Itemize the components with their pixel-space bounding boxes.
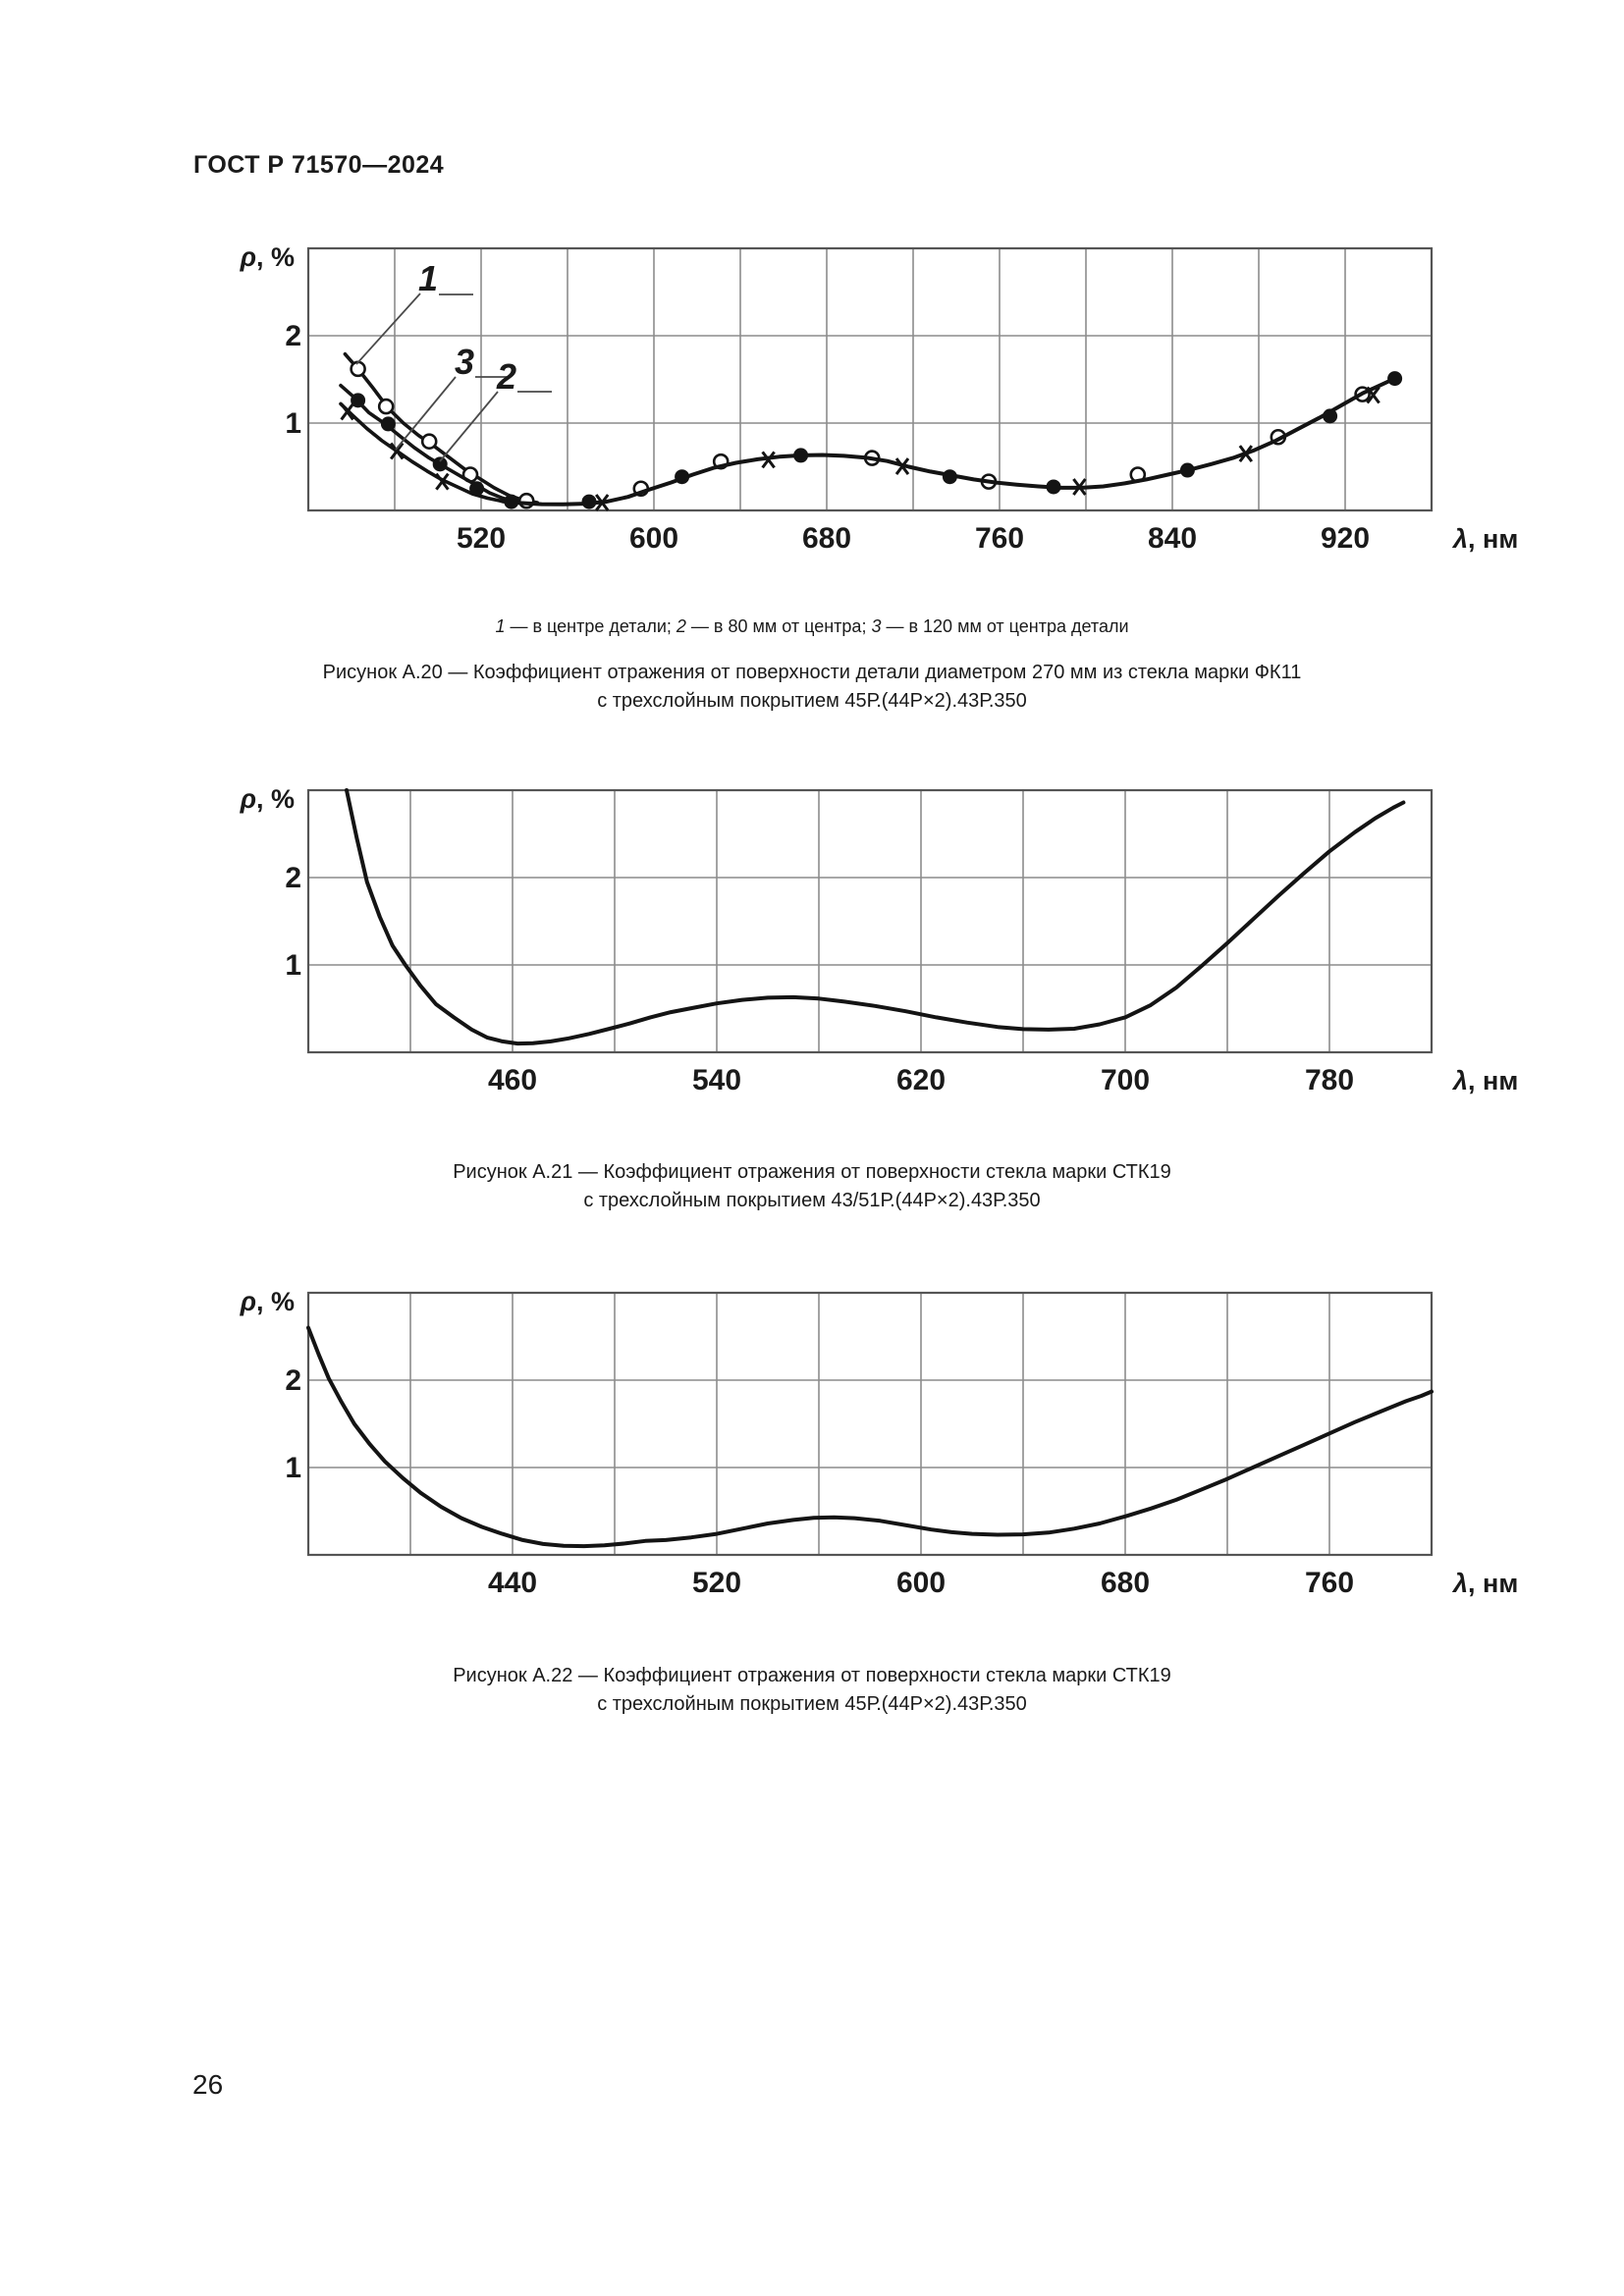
- curve-4: [501, 376, 1397, 507]
- curve-1: [345, 788, 1406, 1046]
- x-tick-label: 760: [975, 522, 1024, 555]
- rho-symbol: ρ: [240, 784, 256, 814]
- x-axis-unit-label: λ, нм: [1451, 524, 1518, 554]
- figure-a20-legend: 1 — в центре детали; 2 — в 80 мм от цент…: [0, 616, 1624, 637]
- x-tick-label: 920: [1321, 522, 1370, 555]
- y-tick-label: 2: [285, 862, 301, 894]
- marker-filled-circle: [380, 416, 396, 432]
- marker-filled-circle: [351, 393, 366, 408]
- curve-number-label: 3: [455, 342, 474, 382]
- x-tick-label: 540: [692, 1064, 741, 1096]
- x-tick-label: 680: [1101, 1567, 1150, 1599]
- x-unit-text: , нм: [1468, 524, 1518, 554]
- x-tick-label: 680: [802, 522, 851, 555]
- figure-a21-chart: 1 2 ρ, % 460 540 620 700 780 λ, нм: [0, 751, 1624, 1126]
- figure-a20-caption-line1: Рисунок А.20 — Коэффициент отражения от …: [322, 662, 1302, 683]
- annotation-leader-line: [439, 391, 499, 462]
- curve-1: [343, 351, 539, 505]
- figure-a21-caption-line2: с трехслойным покрытием 43/51Р.(44Р×2).4…: [583, 1190, 1041, 1211]
- legend-text: — в 80 мм от центра;: [685, 616, 872, 636]
- document-header: ГОСТ Р 71570—2024: [193, 151, 445, 179]
- marker-open-circle: [420, 433, 438, 450]
- x-tick-label: 600: [629, 522, 678, 555]
- x-tick-label: 780: [1305, 1064, 1354, 1096]
- x-tick-label: 620: [896, 1064, 946, 1096]
- curve-number-label: 1: [418, 258, 438, 298]
- marker-open-circle: [377, 398, 395, 415]
- figure-a20-caption-line2: с трехслойным покрытием 45Р.(44Р×2).43Р.…: [597, 690, 1027, 712]
- marker-filled-circle: [432, 456, 448, 472]
- x-tick-label: 600: [896, 1567, 946, 1599]
- lambda-symbol: λ: [1451, 1569, 1468, 1598]
- figure-a22-chart: 1 2 ρ, % 440 520 600 680 760 λ, нм: [0, 1254, 1624, 1629]
- curve-3: [339, 401, 505, 504]
- x-axis-unit-label: λ, нм: [1451, 1066, 1518, 1095]
- rho-symbol: ρ: [240, 242, 256, 272]
- legend-text: — в 120 мм от центра детали: [881, 616, 1129, 636]
- x-tick-label: 760: [1305, 1567, 1354, 1599]
- marker-cross: [435, 472, 450, 491]
- plot-border: [306, 246, 1434, 512]
- x-unit-text: , нм: [1468, 1066, 1518, 1095]
- x-tick-label: 520: [457, 522, 506, 555]
- plot-svg: 1 2 ρ, % 440 520 600 680 760 λ, нм: [240, 1287, 1519, 1599]
- curve-2: [339, 383, 517, 504]
- figure-a22-caption-line2: с трехслойным покрытием 45Р.(44Р×2).43Р.…: [597, 1693, 1027, 1715]
- marker-open-circle: [517, 492, 535, 509]
- y-axis-unit-label: ρ, %: [240, 1287, 295, 1316]
- y-axis-unit-label: ρ, %: [240, 242, 295, 272]
- x-tick-label: 840: [1148, 522, 1197, 555]
- marker-cross: [390, 442, 405, 460]
- y-tick-label: 1: [285, 407, 301, 440]
- y-axis-unit-label: ρ, %: [240, 784, 295, 814]
- figure-a20-chart: 1 2 ρ, % 520 600 680 760 840 920 λ, нм 1 3 2: [0, 209, 1624, 584]
- y-unit-text: , %: [256, 242, 295, 272]
- legend-text: — в центре детали;: [505, 616, 677, 636]
- figure-a21-caption: Рисунок А.21 — Коэффициент отражения от …: [0, 1158, 1624, 1215]
- figure-a20-caption: Рисунок А.20 — Коэффициент отражения от …: [0, 659, 1624, 716]
- figure-a22-caption-line1: Рисунок А.22 — Коэффициент отражения от …: [453, 1665, 1171, 1686]
- legend-curve-number: 2: [676, 616, 686, 636]
- x-axis-unit-label: λ, нм: [1451, 1569, 1518, 1598]
- plot-border: [306, 788, 1434, 1054]
- y-tick-label: 2: [285, 320, 301, 352]
- page-number: 26: [192, 2069, 224, 2100]
- y-tick-label: 1: [285, 1452, 301, 1484]
- rho-symbol: ρ: [240, 1287, 256, 1316]
- y-unit-text: , %: [256, 1287, 295, 1316]
- x-tick-label: 520: [692, 1567, 741, 1599]
- x-tick-label: 700: [1101, 1064, 1150, 1096]
- figure-a21-caption-line1: Рисунок А.21 — Коэффициент отражения от …: [453, 1161, 1171, 1183]
- lambda-symbol: λ: [1451, 524, 1468, 554]
- marker-cross: [1366, 386, 1380, 404]
- x-tick-label: 440: [488, 1567, 537, 1599]
- marker-open-circle: [350, 360, 366, 378]
- legend-curve-number: 1: [495, 616, 506, 636]
- curve-number-label: 2: [496, 356, 516, 397]
- y-tick-label: 1: [285, 949, 301, 982]
- plot-svg: 1 2 ρ, % 460 540 620 700 780 λ, нм: [240, 784, 1519, 1096]
- x-unit-text: , нм: [1468, 1569, 1518, 1598]
- legend-curve-number: 3: [871, 616, 882, 636]
- x-tick-label: 460: [488, 1064, 537, 1096]
- y-unit-text: , %: [256, 784, 295, 814]
- marker-cross: [340, 402, 354, 421]
- y-tick-label: 2: [285, 1364, 301, 1397]
- annotation-leader-line: [395, 376, 457, 451]
- annotation-leader-line: [355, 293, 421, 365]
- figure-a22-caption: Рисунок А.22 — Коэффициент отражения от …: [0, 1662, 1624, 1719]
- curve-1: [306, 1325, 1434, 1549]
- plot-border: [306, 1291, 1434, 1557]
- lambda-symbol: λ: [1451, 1066, 1468, 1095]
